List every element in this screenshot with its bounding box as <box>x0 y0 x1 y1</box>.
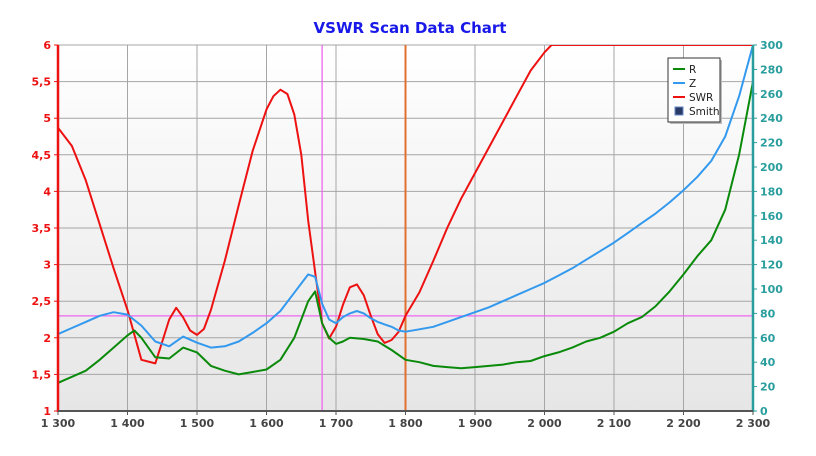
y-left-tick-label: 3 <box>43 259 51 272</box>
series-lines <box>58 45 753 384</box>
y-right-tick-label: 280 <box>760 63 783 76</box>
y-right-tick-label: 220 <box>760 137 783 150</box>
x-tick-label: 1 800 <box>388 417 423 430</box>
x-tick-label: 1 600 <box>249 417 284 430</box>
legend-swatch-smith[interactable] <box>674 106 684 116</box>
legend: RZ SWR Smith <box>667 57 722 124</box>
y-right-tick-label: 180 <box>760 185 783 198</box>
legend-label-swr[interactable]: SWR <box>689 92 713 104</box>
x-tick-label: 1 900 <box>458 417 493 430</box>
x-tick-label: 2 300 <box>736 417 771 430</box>
legend-label-z[interactable]: Z <box>689 78 696 90</box>
x-tick-label: 2 100 <box>597 417 632 430</box>
y-left-tick-label: 4 <box>43 185 51 198</box>
series-line-r <box>58 81 753 384</box>
y-right-tick-label: 160 <box>760 210 783 223</box>
x-tick-label: 2 200 <box>666 417 701 430</box>
axes: 1 300 1 400 1 500 1 600 1 700 1 800 1 900 2 000… <box>32 39 784 430</box>
y-right-tick-label: 200 <box>760 161 783 174</box>
y-right-tick-label: 40 <box>760 356 776 369</box>
x-tick-label: 1 500 <box>180 417 215 430</box>
y-right-tick-label: 20 <box>760 381 776 394</box>
y-left-tick-label: 5 <box>43 112 51 125</box>
y-left-tick-label: 6 <box>43 39 51 52</box>
y-right-tick-label: 0 <box>760 405 768 418</box>
y-left-tick-label: 1,5 <box>32 368 52 381</box>
y-right-tick-label: 100 <box>760 283 783 296</box>
y-left-tick-label: 2 <box>43 332 51 345</box>
series-line-swr <box>58 45 753 365</box>
y-right-tick-label: 120 <box>760 259 783 272</box>
y-left-tick-label: 5,5 <box>32 76 52 89</box>
x-tick-label: 1 700 <box>319 417 354 430</box>
y-right-tick-label: 140 <box>760 234 783 247</box>
y-left-tick-label: 3,5 <box>32 222 52 235</box>
y-right-tick-label: 300 <box>760 39 783 52</box>
y-left-tick-label: 4,5 <box>32 149 52 162</box>
series-line-z <box>58 45 753 349</box>
y-right-tick-label: 60 <box>760 332 776 345</box>
y-left-tick-label: 1 <box>43 405 51 418</box>
legend-label-r[interactable]: R <box>689 64 696 76</box>
y-right-tick-label: 260 <box>760 88 783 101</box>
y-right-tick-label: 240 <box>760 112 783 125</box>
x-tick-label: 1 300 <box>41 417 76 430</box>
x-tick-label: 2 000 <box>527 417 562 430</box>
chart-title: VSWR Scan Data Chart <box>314 19 507 37</box>
legend-label-smith[interactable]: Smith <box>689 106 720 118</box>
y-right-tick-label: 80 <box>760 307 776 320</box>
y-left-tick-label: 2,5 <box>32 295 52 308</box>
x-tick-label: 1 400 <box>110 417 145 430</box>
